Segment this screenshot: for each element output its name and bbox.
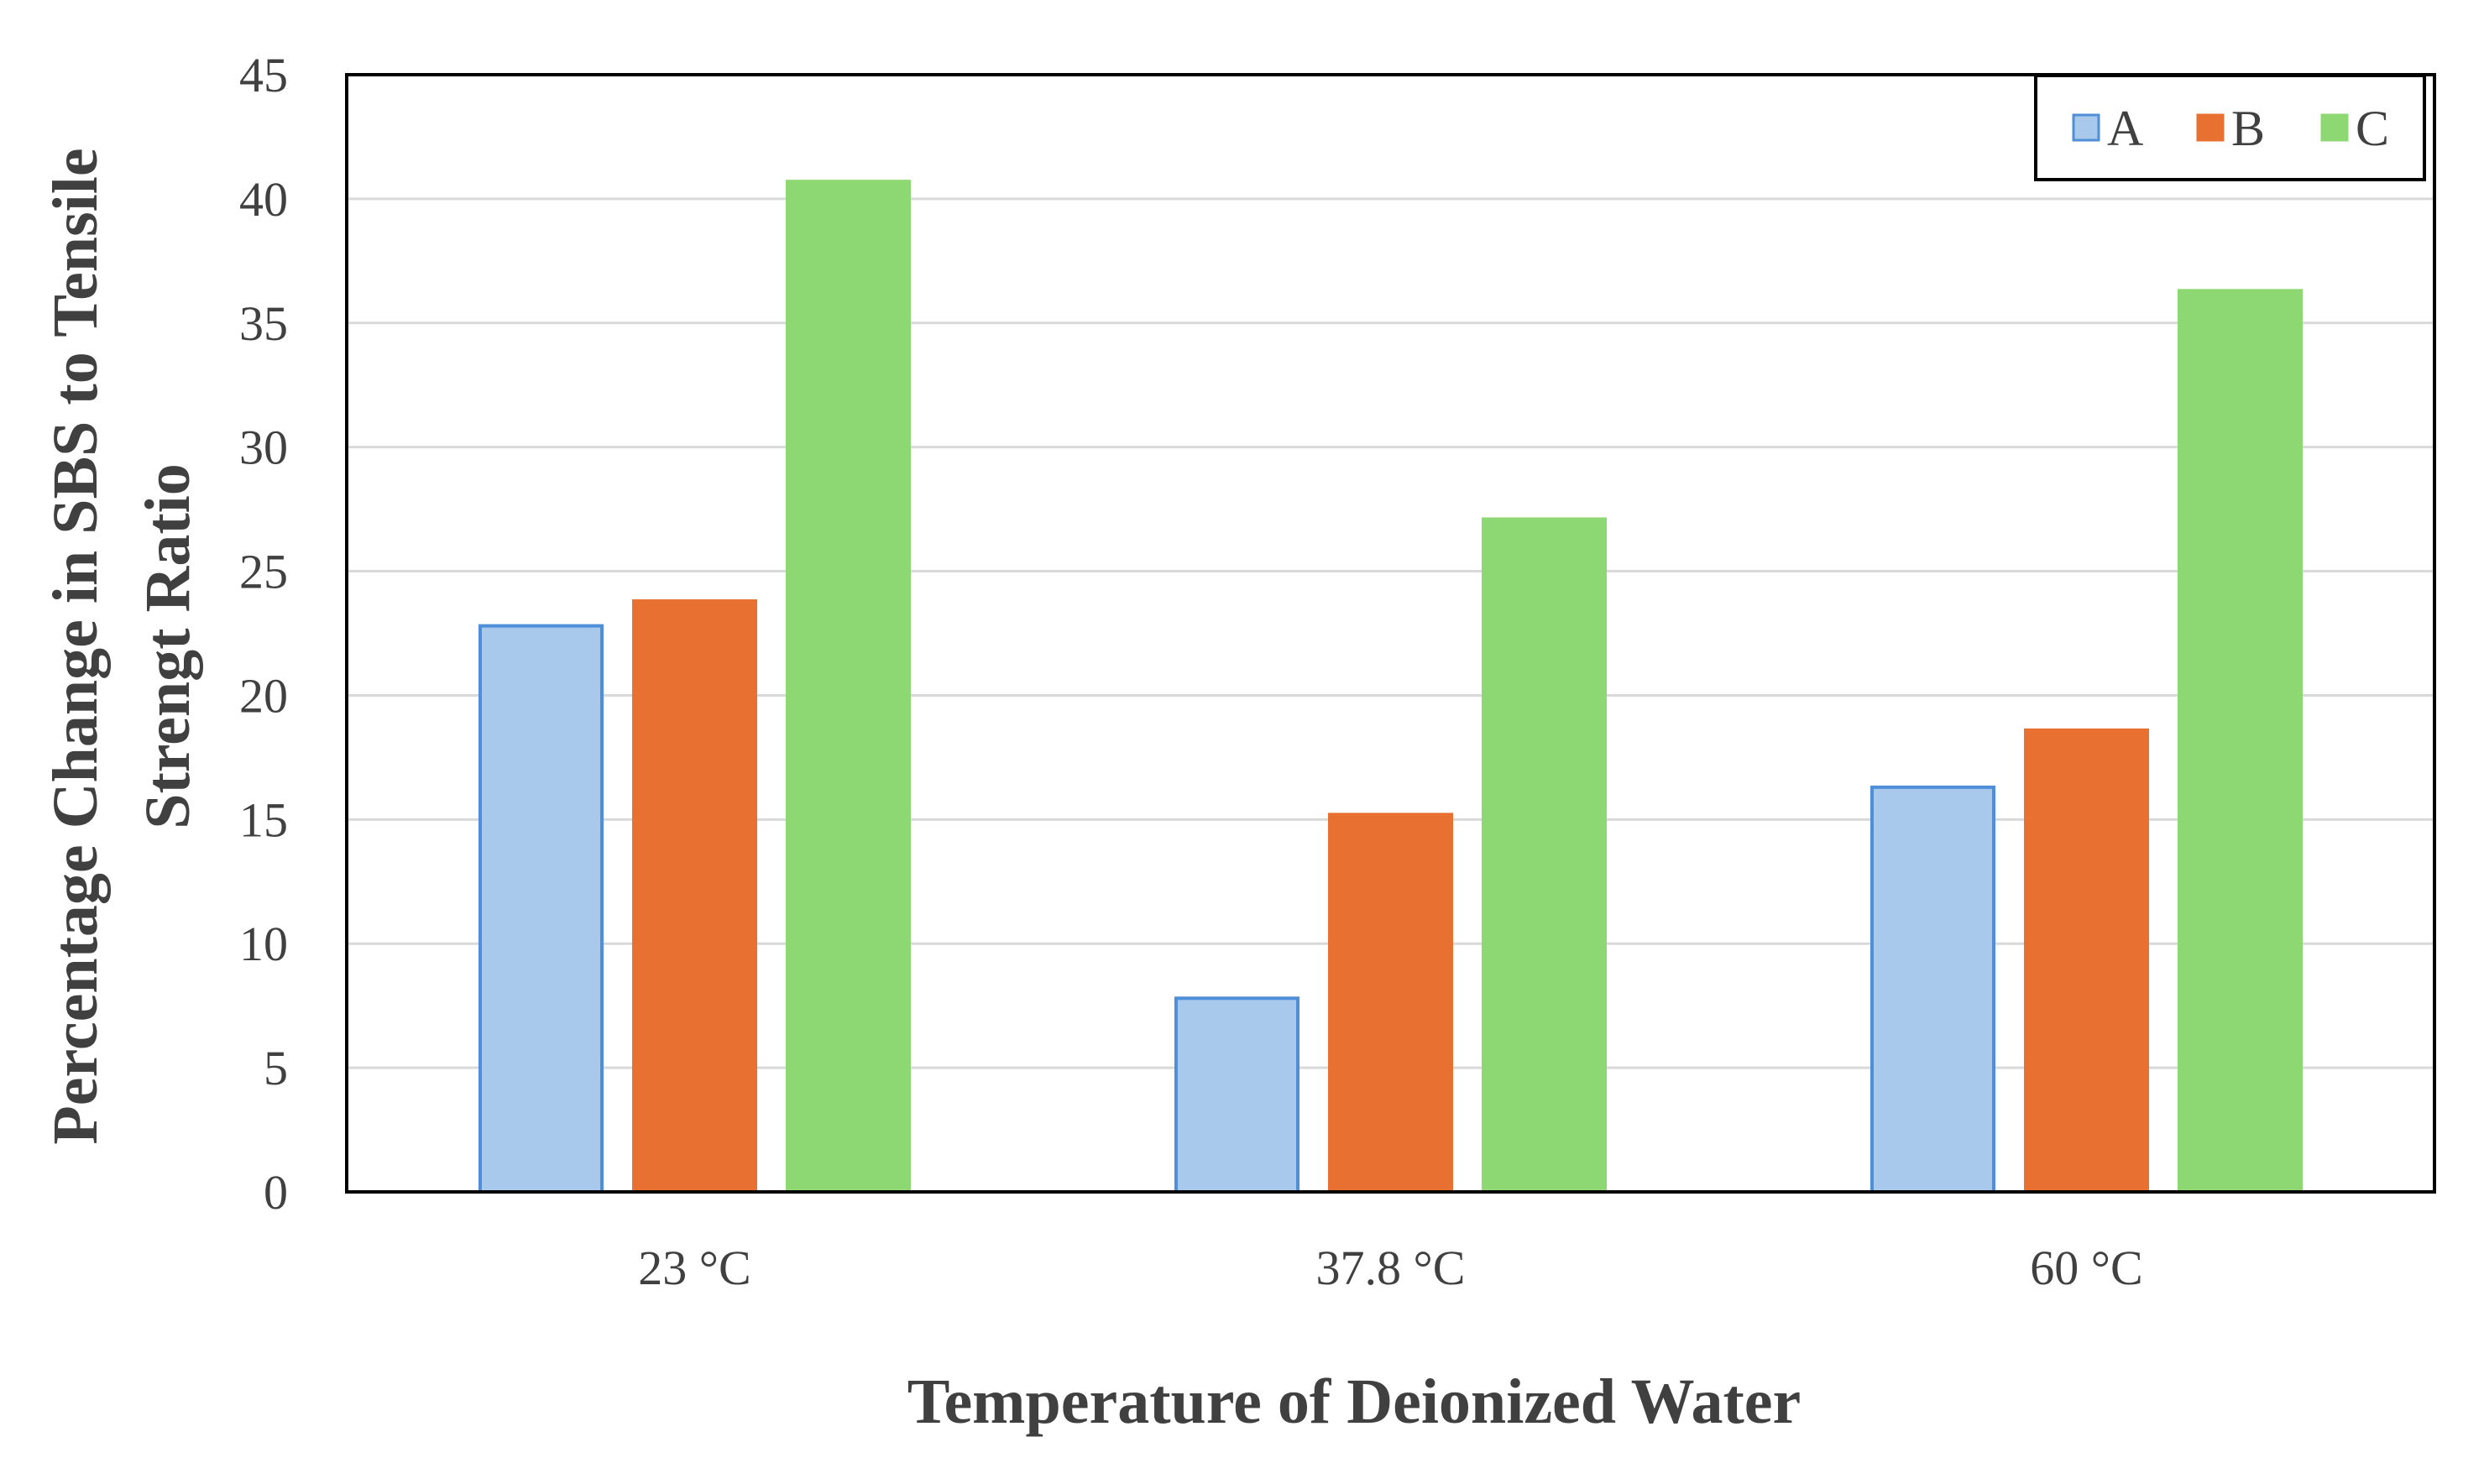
y-tick-label: 0 [264,1165,288,1220]
bar-A-1 [478,624,604,1194]
y-axis-title-line-2: Strengt Ratio [133,463,203,829]
y-tick-label: 25 [239,545,288,599]
bar-C-1 [786,180,911,1194]
legend-label-A: A [2107,101,2143,156]
bar-B-2 [1328,813,1453,1194]
legend-swatch-C [2320,113,2349,142]
y-tick-label: 30 [239,421,288,475]
legend-swatch-A [2072,113,2100,142]
x-tick-label: 23 °C [638,1241,750,1295]
bar-A-3 [1870,785,1995,1194]
x-axis-ticks: 23 °C 37.8 °C 60 °C [638,1241,2142,1295]
y-tick-label: 45 [239,48,288,102]
y-tick-label: 35 [239,296,288,351]
bar-B-1 [632,599,757,1194]
y-tick-label: 15 [239,792,288,847]
legend-label-C: C [2356,101,2389,156]
plot-area-border [345,73,2436,1194]
y-axis-title-line-1: Percentage Change in SBS to Tensile [40,148,111,1144]
y-tick-label: 5 [264,1041,288,1095]
y-axis-ticks: 0 5 10 15 20 25 30 35 40 45 [239,48,288,1220]
bar-C-3 [2178,289,2303,1194]
bar-C-2 [1482,517,1607,1194]
legend-swatch-B [2196,113,2225,142]
x-tick-label: 60 °C [2030,1241,2142,1295]
legend-label-B: B [2231,101,2265,156]
x-tick-label: 37.8 °C [1316,1241,1466,1295]
legend-box [2034,74,2426,181]
x-axis-title: Temperature of Deionized Water [907,1366,1802,1437]
legend: A B C [2034,74,2426,181]
bar-A-2 [1174,996,1300,1194]
bars [478,180,2303,1194]
y-tick-label: 20 [239,668,288,723]
bar-B-3 [2024,728,2149,1194]
y-tick-label: 10 [239,917,288,971]
y-tick-label: 40 [239,172,288,227]
